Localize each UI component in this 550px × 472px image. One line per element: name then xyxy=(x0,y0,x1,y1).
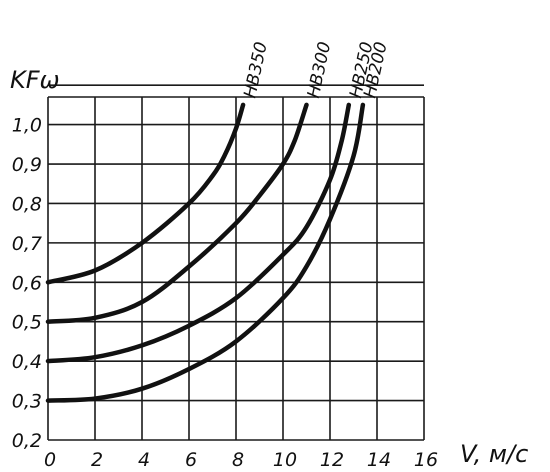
x-tick-label: 0 xyxy=(44,449,56,471)
x-tick-label: 16 xyxy=(414,449,438,471)
x-tick-label: 14 xyxy=(367,449,391,471)
tick-labels: 0 2 4 6 8 10 12 14 16 0,2 0,3 0,4 0,5 0,6 0,7 0,8 0,9 1,0 xyxy=(12,115,438,471)
y-tick-label: 0,6 xyxy=(12,272,42,294)
y-tick-label: 0,8 xyxy=(12,193,42,215)
y-tick-label: 0,3 xyxy=(12,391,42,413)
x-tick-label: 8 xyxy=(232,449,244,471)
x-tick-label: 12 xyxy=(320,449,344,471)
y-tick-label: 0,2 xyxy=(12,430,42,452)
series-line-hb200 xyxy=(45,102,366,403)
grid xyxy=(47,84,425,441)
y-tick-label: 0,9 xyxy=(12,154,42,176)
series-line-hb300 xyxy=(45,102,309,324)
y-axis-label: KFω xyxy=(10,66,60,94)
y-tick-label: 0,7 xyxy=(12,233,42,255)
y-tick-label: 0,4 xyxy=(12,351,42,373)
series-label-hb350: HB350 xyxy=(240,40,271,100)
series-line-hb250 xyxy=(45,102,352,364)
series-layer xyxy=(45,102,366,403)
x-tick-label: 10 xyxy=(273,449,297,471)
x-axis-label: V, м/с xyxy=(460,440,528,468)
y-tick-label: 1,0 xyxy=(12,115,42,137)
x-tick-label: 2 xyxy=(91,449,103,471)
series-label-hb300: HB300 xyxy=(304,40,335,100)
series-line-hb350 xyxy=(45,102,246,285)
x-tick-label: 4 xyxy=(138,449,150,471)
y-tick-label: 0,5 xyxy=(12,312,42,334)
x-tick-label: 6 xyxy=(185,449,197,471)
